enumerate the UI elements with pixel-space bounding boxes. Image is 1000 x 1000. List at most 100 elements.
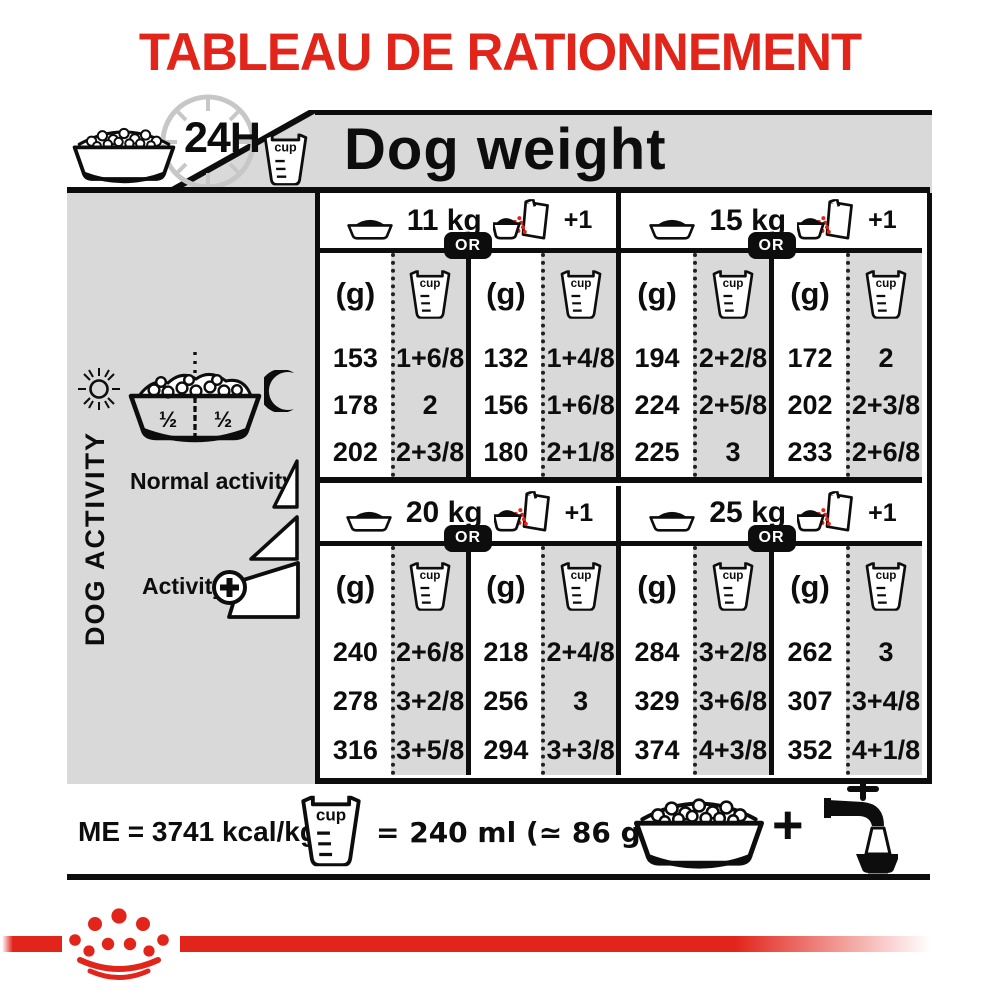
divider-bottom <box>67 874 930 880</box>
plus-one-label: +1 <box>868 206 897 234</box>
measuring-cup-icon <box>864 561 908 612</box>
bowl-icon <box>646 216 698 240</box>
cup-column: 3 3+4/8 4+1/8 <box>846 545 922 775</box>
section-11kg-header: 11 kg +1 OR <box>320 193 616 259</box>
plus-one-label: +1 <box>868 498 897 527</box>
section-20kg-header: 20 kg +1 OR <box>320 485 616 552</box>
moon-icon <box>264 370 294 412</box>
grams-column: (g) 284 329 374 <box>621 546 693 776</box>
cup-header <box>545 253 616 335</box>
activity-wedge-large <box>227 561 300 619</box>
activity-wedge-small <box>272 459 299 509</box>
table-cell: 278 <box>332 685 378 716</box>
table-cell: 2+4/8 <box>546 636 615 667</box>
table-cell: 3+4/8 <box>851 685 921 716</box>
activity-label: Activity <box>142 573 226 599</box>
ration-table: 11 kg +1 OR (g) 153 178 202 1+6/8 2 <box>315 193 932 784</box>
crown-logo <box>69 908 169 980</box>
cup-column: 3+2/8 3+6/8 4+3/8 <box>693 545 769 775</box>
metabolizable-energy-label: ME = 3741 kcal/kg <box>78 816 317 847</box>
grams-column: (g) 172 202 233 <box>774 253 846 477</box>
table-cell: 352 <box>787 734 833 765</box>
table-cell: 218 <box>483 636 529 667</box>
table-cell: 4+1/8 <box>851 734 921 765</box>
table-cell: 256 <box>483 685 529 716</box>
plus-one-label: +1 <box>563 206 593 234</box>
table-cell: 294 <box>483 734 529 765</box>
grams-column: (g) 153 178 202 <box>320 253 391 477</box>
section-20kg: 20 kg +1 OR (g) 240 278 316 2+6/8 3+2/8 <box>320 485 621 776</box>
page-title: TABLEAU DE RATIONNEMENT <box>138 23 862 82</box>
column-divider <box>769 253 774 477</box>
cup-header <box>697 253 769 335</box>
grams-header: (g) <box>335 568 376 604</box>
table-cell: 156 <box>483 390 529 421</box>
table-cell: 178 <box>332 390 378 421</box>
table-cell: 1+4/8 <box>546 343 615 374</box>
section-25kg-body: (g) 284 329 374 3+2/8 3+6/8 4+3/8 (g) 26 <box>621 545 922 776</box>
table-cell: 202 <box>787 390 833 421</box>
weight-label: 25 kg <box>709 496 787 529</box>
weight-label: 20 kg <box>405 496 483 529</box>
grams-column: (g) 132 156 180 <box>471 253 542 477</box>
normal-activity-label: Normal activity <box>130 468 295 494</box>
measuring-cup-icon <box>299 794 363 868</box>
table-cell: 240 <box>332 636 378 667</box>
cup-header <box>545 546 616 628</box>
table-cell: 1+6/8 <box>546 390 615 421</box>
column-divider <box>465 253 471 477</box>
grams-header: (g) <box>790 568 830 604</box>
bowl-and-bag-icon <box>494 491 554 533</box>
grams-header: (g) <box>790 276 830 311</box>
weight-label: 11 kg <box>406 203 482 237</box>
cup-header <box>850 546 922 628</box>
table-cell: 3 <box>725 437 741 468</box>
dog-activity-title: DOG ACTIVITY <box>80 430 110 646</box>
column-divider <box>465 545 471 775</box>
weight-label: 15 kg <box>709 203 787 237</box>
table-cell: 1+6/8 <box>395 343 465 374</box>
table-cell: 284 <box>634 636 680 667</box>
plus-circle-icon <box>212 570 247 605</box>
table-cell: 132 <box>483 343 529 374</box>
measuring-cup-icon <box>559 269 603 320</box>
table-cell: 3 <box>573 685 589 716</box>
bowl-icon <box>343 508 395 532</box>
grams-header: (g) <box>637 568 677 604</box>
table-cell: 202 <box>332 437 378 468</box>
table-cell: 153 <box>332 343 378 374</box>
plus-water-label: + <box>772 795 804 855</box>
measuring-cup-icon <box>711 269 755 320</box>
table-cell: 2 <box>878 343 894 374</box>
grams-column: (g) 194 224 225 <box>621 253 693 477</box>
table-cell: 2+1/8 <box>546 437 615 468</box>
grams-column: (g) 218 256 294 <box>471 546 542 776</box>
bowl-icon <box>646 508 698 532</box>
cup-column: 2+4/8 3 3+3/8 <box>541 545 616 775</box>
table-cell: 374 <box>634 734 680 765</box>
table-cell: 4+3/8 <box>698 734 768 765</box>
bowl-icon <box>344 216 396 240</box>
grams-header: (g) <box>486 276 526 311</box>
section-11kg: 11 kg +1 OR (g) 153 178 202 1+6/8 2 <box>320 193 621 483</box>
measuring-cup-icon <box>711 561 755 612</box>
table-cell: 180 <box>483 437 529 468</box>
grams-header: (g) <box>637 276 677 311</box>
section-15kg-body: (g) 194 224 225 2+2/8 2+5/8 3 (g) 172 <box>621 253 922 477</box>
table-cell: 2+3/8 <box>395 437 465 468</box>
table-cell: 3+2/8 <box>698 636 768 667</box>
daily-ration-label: 24H <box>184 114 261 162</box>
section-25kg: 25 kg +1 OR (g) 284 329 374 3+2/8 3+6/8 <box>621 485 922 776</box>
activity-wedge-medium <box>249 515 299 561</box>
measuring-cup-icon <box>559 561 603 612</box>
measuring-cup-icon <box>864 269 908 320</box>
table-cell: 2+6/8 <box>851 437 921 468</box>
grams-header: (g) <box>335 276 376 311</box>
section-11kg-body: (g) 153 178 202 1+6/8 2 2+3/8 (g) 132 <box>320 253 616 477</box>
cup-column: 1+6/8 2 2+3/8 <box>390 253 466 477</box>
cup-column: 2+2/8 2+5/8 3 <box>693 253 769 477</box>
table-cell: 3+2/8 <box>395 685 465 716</box>
sun-icon <box>78 368 120 410</box>
brand-bar-right <box>180 936 930 952</box>
cup-column: 2 2+3/8 2+6/8 <box>846 253 922 477</box>
